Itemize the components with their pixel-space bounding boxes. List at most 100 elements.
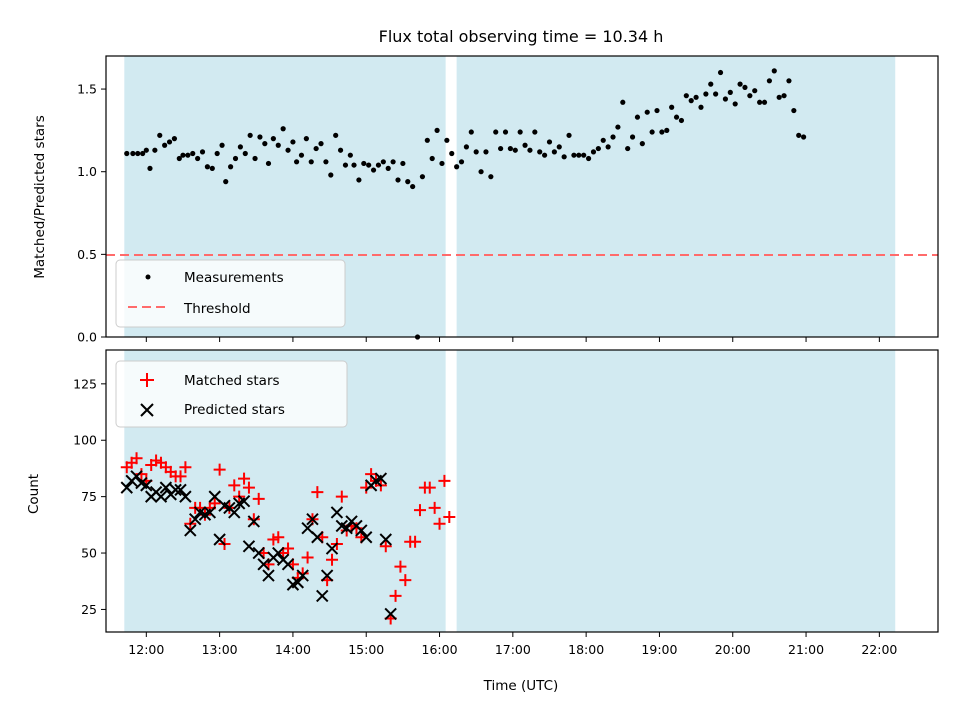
top-y-tick-label: 1.0: [77, 164, 97, 179]
predicted-star-point: [159, 481, 173, 494]
observing-window-2: [456, 350, 896, 632]
measurement-point: [318, 141, 324, 147]
top-legend-box: [115, 259, 346, 328]
bottom-y-tick-label: 25: [81, 602, 97, 617]
matched-star-point: [174, 470, 187, 483]
measurement-point: [546, 139, 553, 145]
measurement-point: [347, 152, 353, 158]
measurement-point: [507, 145, 513, 152]
measurement-point: [356, 177, 362, 183]
observing-windows-top: [124, 56, 896, 337]
measurement-point: [629, 134, 636, 140]
measurement-point: [522, 142, 528, 148]
measurement-point: [140, 150, 146, 157]
measurement-point: [130, 150, 136, 157]
measurement-point: [328, 172, 334, 178]
measurement-point: [542, 152, 548, 158]
measurement-point: [280, 126, 286, 132]
matched-star-point: [413, 504, 426, 517]
measurement-point: [644, 109, 650, 115]
bottom-legend-box: [115, 360, 348, 428]
measurement-point: [247, 132, 253, 138]
matched-star-point: [301, 551, 314, 564]
predicted-star-point: [355, 524, 368, 537]
measurement-point: [781, 93, 787, 99]
measurement-point: [473, 149, 479, 155]
predicted-star-point: [320, 569, 334, 582]
measurement-point: [147, 165, 153, 171]
measurement-point: [698, 104, 704, 110]
predicted-star-point: [262, 569, 275, 582]
matched-star-point: [247, 513, 260, 526]
x-tick-label: 18:00: [568, 642, 604, 657]
measurement-point: [678, 117, 685, 124]
measurement-point: [703, 91, 709, 97]
measurement-point: [237, 144, 243, 150]
matched-star-point: [228, 479, 241, 492]
measurement-point: [493, 129, 499, 135]
matched-star-point: [272, 531, 285, 544]
measurement-point: [185, 152, 191, 158]
measurement-point: [625, 145, 631, 152]
predicted-star-point: [281, 558, 295, 571]
predicted-star-point: [213, 533, 226, 546]
measurement-point: [434, 127, 440, 133]
predicted-star-point: [120, 481, 133, 494]
predicted-star-point: [384, 607, 397, 621]
legend-matched-marker: [140, 373, 154, 387]
measurement-point: [265, 160, 272, 167]
predicted-star-point: [154, 490, 168, 503]
bottom-y-tick-label: 75: [81, 489, 97, 504]
measurement-point: [439, 160, 445, 167]
measurement-point: [124, 150, 130, 157]
measurement-point: [143, 147, 149, 153]
predicted-star-point: [203, 506, 217, 519]
measurement-point: [551, 149, 557, 155]
measurement-point: [708, 81, 714, 87]
measurement-point: [610, 134, 616, 140]
measurement-point: [478, 169, 484, 175]
legend-predicted-marker: [140, 403, 154, 417]
measurement-point: [713, 91, 719, 97]
measurement-point: [162, 142, 168, 148]
predicted-star-point: [208, 490, 221, 503]
measurement-point: [791, 107, 797, 114]
measurement-point: [517, 129, 523, 135]
predicted-star-point: [237, 494, 251, 508]
measurement-point: [585, 155, 592, 162]
measurement-point: [761, 99, 768, 105]
matched-star-point: [428, 501, 441, 514]
measurement-point: [252, 155, 258, 162]
measurement-point: [410, 183, 416, 190]
measurement-point: [390, 159, 396, 165]
x-tick-label: 19:00: [641, 642, 677, 657]
measurement-point: [483, 149, 489, 155]
measurement-point: [293, 159, 300, 165]
measurement-point: [458, 159, 465, 165]
measurement-point: [566, 132, 572, 138]
predicted-star-point: [301, 522, 314, 535]
measurement-point: [209, 165, 215, 171]
legend-measurements-marker: [145, 274, 151, 280]
matched-star-point: [242, 481, 255, 494]
predicted-star-point: [306, 512, 319, 526]
matched-star-point: [335, 490, 348, 503]
top-panel: 0.0 0.5 1.0 1.5 Matched/Predicted stars Mea…: [32, 55, 939, 345]
measurement-point: [444, 137, 450, 143]
matched-star-point: [252, 492, 265, 505]
measurement-point: [290, 139, 296, 145]
matched-star-point: [179, 461, 192, 474]
x-tick-label: 17:00: [495, 642, 531, 657]
measurement-point: [323, 159, 329, 165]
measurement-point: [199, 149, 206, 155]
predicted-star-point: [140, 479, 153, 492]
measurement-point: [488, 174, 494, 180]
predicted-star-point: [247, 515, 261, 528]
predicted-star-point: [291, 576, 305, 589]
measurement-point: [214, 150, 220, 157]
measurement-point: [649, 129, 655, 135]
x-tick-label: 14:00: [275, 642, 311, 657]
predicted-star-point: [257, 558, 270, 571]
predicted-star-point: [340, 522, 353, 535]
top-y-tick-label: 0.0: [77, 330, 97, 345]
